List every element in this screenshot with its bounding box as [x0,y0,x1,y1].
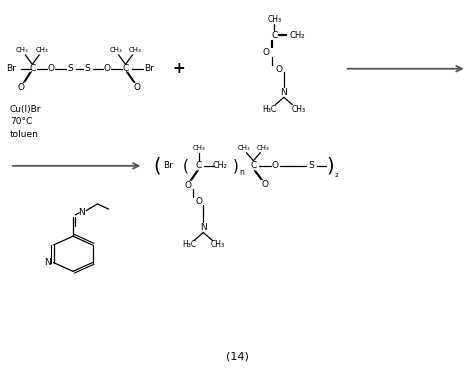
Text: n: n [239,168,244,177]
Text: CH₂: CH₂ [289,31,305,39]
Text: O: O [184,181,191,190]
Text: CH₂: CH₂ [213,161,228,170]
Text: O: O [134,83,141,92]
Text: (14): (14) [226,352,248,361]
Text: CH₃: CH₃ [237,145,250,151]
Text: C: C [29,64,36,73]
Text: N: N [200,223,207,232]
Text: CH₃: CH₃ [192,145,205,151]
Text: O: O [272,161,279,170]
Text: CH₃: CH₃ [292,105,306,113]
Text: (: ( [182,158,188,173]
Text: toluen: toluen [10,130,39,139]
Text: O: O [263,48,270,57]
Text: CH₃: CH₃ [36,47,48,54]
Text: CH₃: CH₃ [210,240,224,250]
Text: Br: Br [144,64,154,73]
Text: C: C [195,161,202,170]
Text: CH₃: CH₃ [257,145,270,151]
Text: CH₃: CH₃ [267,15,282,24]
Text: C: C [250,161,256,170]
Text: N: N [78,208,85,217]
Text: 70°C: 70°C [10,118,32,126]
Text: S: S [67,64,73,73]
Text: H₃C: H₃C [262,105,276,113]
Text: ): ) [326,156,334,175]
Text: O: O [103,64,110,73]
Text: O: O [276,65,283,74]
Text: ₂: ₂ [334,169,338,179]
Text: O: O [17,83,24,92]
Text: H₃C: H₃C [182,240,196,250]
Text: O: O [195,197,202,206]
Text: +: + [172,61,185,76]
Text: O: O [262,180,269,189]
Text: C: C [271,31,278,39]
Text: CH₃: CH₃ [16,47,29,54]
Text: S: S [84,64,90,73]
Text: S: S [308,161,314,170]
Text: CH₃: CH₃ [129,47,142,54]
Text: O: O [47,64,54,73]
Text: N: N [45,258,51,267]
Text: Cu(I)Br: Cu(I)Br [10,105,41,113]
Text: N: N [281,88,287,97]
Text: Br: Br [6,64,16,73]
Text: Br: Br [163,161,173,170]
Text: (: ( [154,156,161,175]
Text: CH₃: CH₃ [109,47,122,54]
Text: ): ) [233,158,239,173]
Text: C: C [122,64,128,73]
